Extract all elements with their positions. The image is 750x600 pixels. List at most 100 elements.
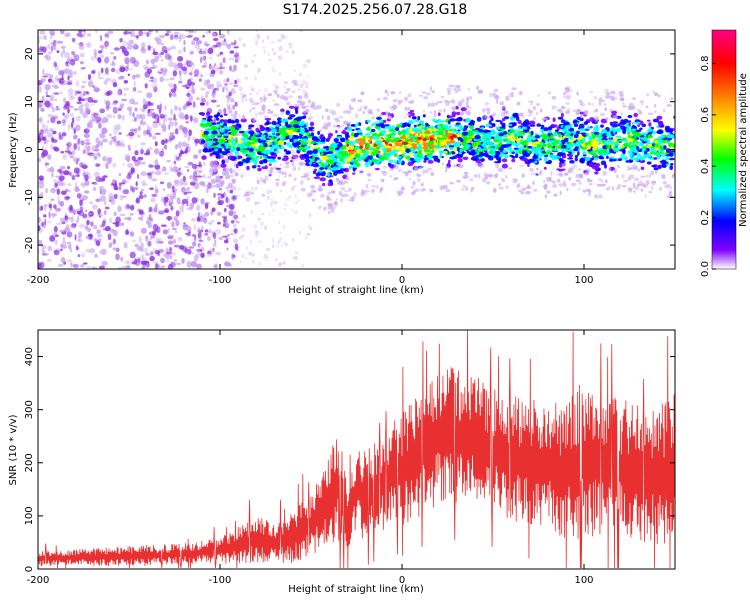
spectrogram-point	[661, 153, 666, 158]
spectrogram-speckle	[60, 45, 66, 49]
spectrogram-point	[486, 132, 492, 136]
spectrogram-speckle	[137, 257, 141, 263]
spectrogram-speckle	[115, 247, 120, 253]
spectrogram-speckle	[134, 150, 139, 156]
spectrogram-speckle	[41, 95, 45, 102]
spectrogram-halo	[594, 194, 598, 199]
spectrogram-speckle	[255, 232, 258, 238]
spectrogram-speckle	[56, 169, 63, 173]
spectrogram-speckle	[178, 208, 184, 214]
spectrogram-halo	[323, 124, 329, 126]
spectrogram-halo	[335, 198, 338, 201]
spectrogram-point	[301, 154, 305, 157]
spectrogram-halo	[498, 186, 504, 190]
spectrogram-point	[518, 126, 521, 131]
spectrogram-halo	[259, 96, 263, 101]
spectrogram-speckle	[109, 133, 112, 137]
spectrogram-speckle	[219, 62, 223, 68]
spectrogram-point	[462, 136, 468, 141]
spectrogram-halo	[430, 171, 434, 176]
spectrogram-point	[228, 155, 235, 158]
spectrogram-point	[668, 152, 674, 157]
spectrogram-speckle	[113, 100, 119, 104]
spectrogram-speckle	[100, 67, 104, 74]
spectrogram-speckle	[198, 149, 202, 154]
spectrogram-point	[315, 162, 319, 166]
spectrogram-speckle	[64, 227, 71, 232]
spectrogram-halo	[274, 103, 279, 106]
spectrogram-speckle	[113, 193, 118, 200]
spectrogram-point	[409, 109, 415, 113]
spectrogram-point	[465, 144, 471, 147]
spectrogram-speckle	[223, 239, 229, 244]
spectrogram-speckle	[63, 115, 68, 122]
spectrogram-speckle	[154, 132, 161, 135]
spectrogram-point	[654, 147, 658, 152]
spectrogram-speckle	[144, 83, 148, 89]
spectrogram-point	[477, 140, 481, 146]
spectrogram-speckle	[221, 40, 228, 46]
spectrogram-speckle	[254, 201, 258, 205]
spectrogram-point	[348, 114, 355, 119]
spectrogram-halo	[268, 93, 273, 96]
spectrogram-speckle	[135, 197, 140, 204]
spectrogram-speckle	[191, 88, 196, 95]
spectrogram-point	[635, 141, 640, 144]
spectrogram-point	[323, 152, 330, 155]
spectrogram-speckle	[309, 173, 311, 179]
spectrogram-point	[628, 160, 633, 163]
spectrogram-speckle	[204, 211, 210, 217]
spectrogram-speckle	[291, 238, 295, 242]
spectrogram-speckle	[175, 122, 178, 125]
spectrogram-speckle	[148, 108, 155, 111]
spectrogram-speckle	[179, 74, 182, 81]
spectrogram-point	[366, 119, 371, 123]
spectrogram-speckle	[178, 36, 182, 43]
spectrogram-halo	[469, 95, 472, 100]
spectrogram-speckle	[291, 186, 294, 192]
spectrogram-speckle	[51, 173, 54, 178]
spectrogram-halo	[433, 112, 437, 118]
spectrogram-point	[639, 137, 646, 140]
spectrogram-halo	[306, 192, 313, 198]
spectrogram-speckle	[154, 159, 159, 166]
spectrogram-speckle	[272, 69, 276, 73]
spectrogram-point	[521, 126, 528, 130]
spectrogram-speckle	[98, 77, 104, 80]
spectrogram-point	[237, 155, 241, 160]
spectrogram-speckle	[59, 200, 65, 207]
spectrogram-halo	[654, 92, 658, 97]
spectrogram-halo	[484, 101, 489, 106]
spectrogram-speckle	[160, 224, 167, 227]
spectrogram-point	[351, 132, 355, 137]
spectrogram-speckle	[47, 114, 54, 118]
spectrogram-speckle	[99, 34, 103, 42]
spectrogram-speckle	[267, 195, 270, 200]
spectrogram-point	[339, 157, 344, 162]
spectrogram-point	[656, 130, 663, 135]
spectrogram-halo	[407, 93, 412, 98]
spectrogram-point	[325, 162, 329, 166]
spectrogram-point	[223, 125, 227, 129]
spectrogram-point	[416, 151, 421, 154]
spectrogram-speckle	[261, 212, 264, 216]
spectrogram-halo	[416, 177, 421, 182]
spectrogram-speckle	[172, 252, 177, 256]
spectrogram-speckle	[79, 206, 84, 213]
spectrogram-speckle	[131, 260, 135, 264]
spectrogram-speckle	[273, 200, 278, 205]
spectrogram-speckle	[38, 200, 41, 207]
spectrogram-speckle	[253, 224, 257, 229]
spectrogram-speckle	[39, 46, 44, 51]
spectrogram-halo	[489, 92, 492, 98]
spectrogram-speckle	[129, 251, 136, 259]
spectrogram-speckle	[178, 168, 181, 171]
spectrogram-speckle	[110, 198, 116, 205]
spectrogram-point	[539, 142, 544, 146]
spectrogram-speckle	[177, 171, 181, 178]
spectrogram-speckle	[218, 187, 222, 191]
spectrogram-speckle	[137, 156, 144, 161]
spectrogram-point	[273, 151, 278, 153]
spectrogram-halo	[267, 189, 270, 195]
spectrogram-halo	[299, 83, 304, 89]
